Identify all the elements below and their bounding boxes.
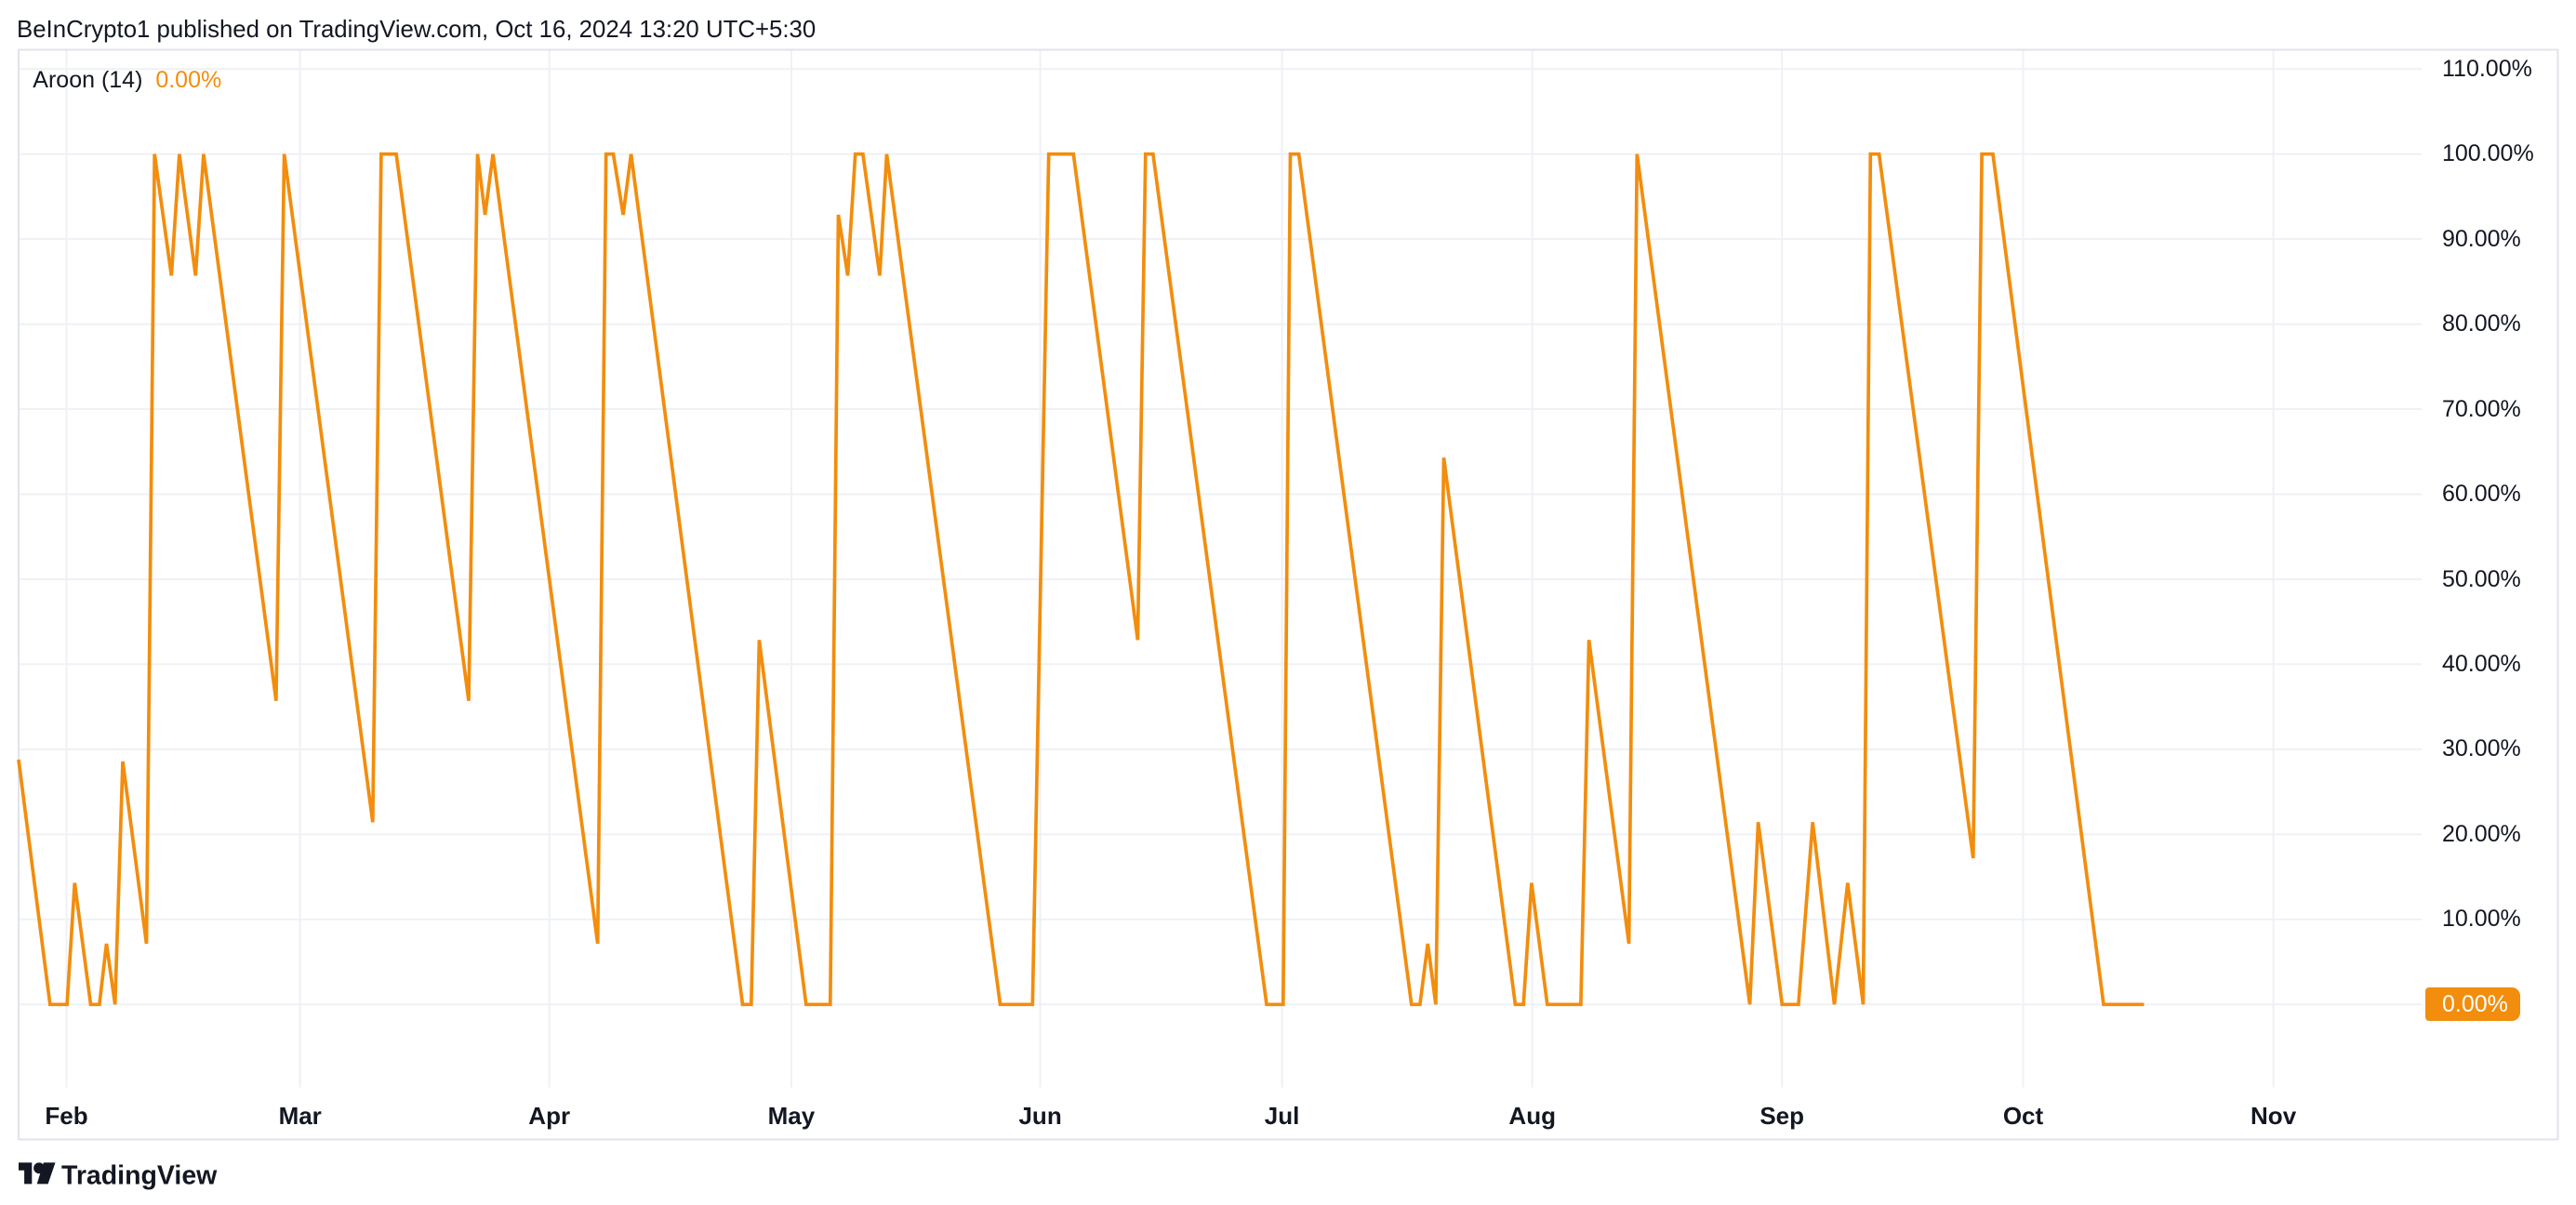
svg-text:TradingView: TradingView xyxy=(61,1162,218,1190)
